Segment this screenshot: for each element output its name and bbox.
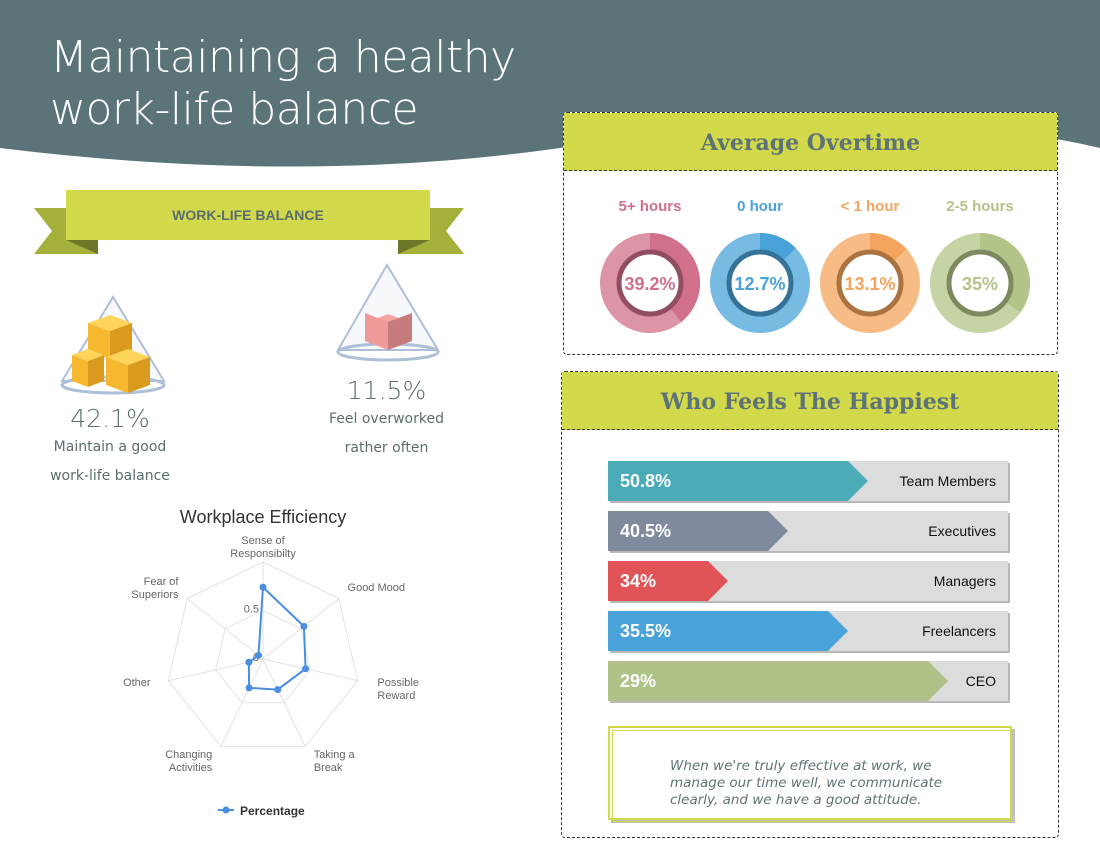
grid-spoke: [186, 598, 264, 660]
donut-label: < 1 hour: [840, 198, 900, 215]
panel-title: Who Feels The Happiest: [562, 372, 1058, 430]
axis-label: Taking a: [314, 749, 356, 761]
donut-inner-ring: [616, 249, 684, 317]
data-point: [245, 658, 253, 666]
happiness-bar: 50.8% Team Members: [608, 461, 1008, 501]
donut-chart: 12.7%: [710, 233, 810, 333]
quote-inner-border: [612, 730, 1014, 822]
stat-desc: Maintain a good: [53, 439, 167, 455]
bar-value: 40.5%: [620, 521, 672, 541]
quote-text: When we're truly effective at work, we m…: [670, 758, 943, 808]
grid-spoke: [262, 598, 340, 660]
bar-fill: [608, 611, 848, 651]
bar-fill: [608, 461, 868, 501]
donut-arc: [710, 233, 810, 333]
happiness-bar: 29% CEO: [608, 661, 1008, 701]
stat-desc: Feel overworked: [329, 411, 444, 427]
donut-label: 2-5 hours: [946, 198, 1014, 215]
ribbon-banner: [34, 190, 464, 254]
grid-ring: [167, 561, 359, 747]
axis-label: Other: [123, 677, 151, 689]
bar-label: Team Members: [899, 473, 996, 489]
donut-arc: [930, 233, 1030, 333]
bar-value: 35.5%: [620, 621, 672, 641]
stat-balance: 42.1% Maintain a good work-life balance: [40, 404, 180, 491]
bar-fill: [608, 511, 788, 551]
header-band: [0, 0, 1100, 167]
happiness-bar: 40.5% Executives: [608, 511, 1008, 551]
data-point: [259, 583, 267, 591]
stat-desc: rather often: [344, 440, 429, 456]
axis-label: Fear of: [144, 576, 180, 588]
bar-label: Freelancers: [922, 623, 996, 639]
axis-label: Superiors: [131, 589, 179, 601]
data-point: [300, 622, 308, 630]
cubes-cone-icon: [60, 295, 166, 395]
cube-cone-icon: [336, 263, 440, 362]
bar-value: 34%: [620, 571, 657, 591]
donut-inner-ring: [726, 249, 794, 317]
stat-desc: work-life balance: [50, 468, 170, 484]
donut-arc: [600, 233, 700, 333]
donut-inner-ring: [946, 249, 1014, 317]
donut-value: 39.2%: [624, 274, 675, 294]
donut-chart: 13.1%: [820, 233, 920, 333]
happiness-bar: 34% Managers: [608, 561, 1008, 601]
axis-label: Good Mood: [348, 582, 405, 594]
data-point: [254, 651, 262, 659]
donut-label: 5+ hours: [618, 198, 682, 215]
grid-ring: [215, 609, 311, 704]
bar-label: Executives: [928, 523, 996, 539]
grid-spoke: [262, 658, 358, 682]
ribbon-label: WORK-LIFE BALANCE: [172, 207, 324, 223]
axis-label: Sense of: [241, 535, 285, 547]
axis-label: Responsibilty: [230, 548, 296, 560]
tick-label: 0.5: [244, 604, 259, 616]
donut-chart: 39.2%: [600, 233, 700, 333]
bar-fill: [608, 661, 948, 701]
legend-label[interactable]: Percentage: [240, 804, 305, 818]
grid-spoke: [220, 658, 264, 747]
donut-value: 13.1%: [844, 274, 895, 294]
donut-arc: [820, 233, 920, 333]
quote-box: When we're truly effective at work, we m…: [608, 726, 1014, 822]
bar-fill: [608, 561, 728, 601]
donut-value: 35%: [962, 274, 998, 294]
data-point: [302, 665, 310, 673]
panel-title: Average Overtime: [564, 113, 1057, 171]
data-point: [245, 684, 253, 692]
donut-chart: 35%: [930, 233, 1030, 333]
title-line-2: work-life balance: [50, 84, 419, 135]
bar-value: 50.8%: [620, 471, 672, 491]
happiest-panel: Who Feels The Happiest: [561, 371, 1059, 838]
stat-value: 42.1%: [70, 404, 150, 433]
donut-label: 0 hour: [737, 198, 783, 215]
stat-value: 11.5%: [346, 376, 427, 405]
bar-label: Managers: [933, 573, 996, 589]
happiness-bar: 35.5% Freelancers: [608, 611, 1008, 651]
donut-inner-ring: [836, 249, 904, 317]
bar-value: 29%: [620, 671, 657, 691]
data-point: [274, 686, 282, 694]
chart-title: Workplace Efficiency: [180, 507, 346, 527]
title-line-1: Maintaining a healthy: [50, 32, 516, 83]
axis-label: Possible: [377, 677, 419, 689]
axis-label: Reward: [377, 690, 415, 702]
grid-spoke: [262, 658, 306, 747]
axis-label: Break: [314, 762, 343, 774]
legend-marker: [222, 806, 230, 814]
bar-label: CEO: [965, 673, 996, 689]
stat-overworked: 11.5% Feel overworked rather often: [314, 376, 459, 463]
donut-value: 12.7%: [734, 274, 785, 294]
page-title: Maintaining a healthy work-life balance: [50, 32, 516, 136]
axis-label: Activities: [169, 762, 213, 774]
axis-label: Changing: [165, 749, 212, 761]
